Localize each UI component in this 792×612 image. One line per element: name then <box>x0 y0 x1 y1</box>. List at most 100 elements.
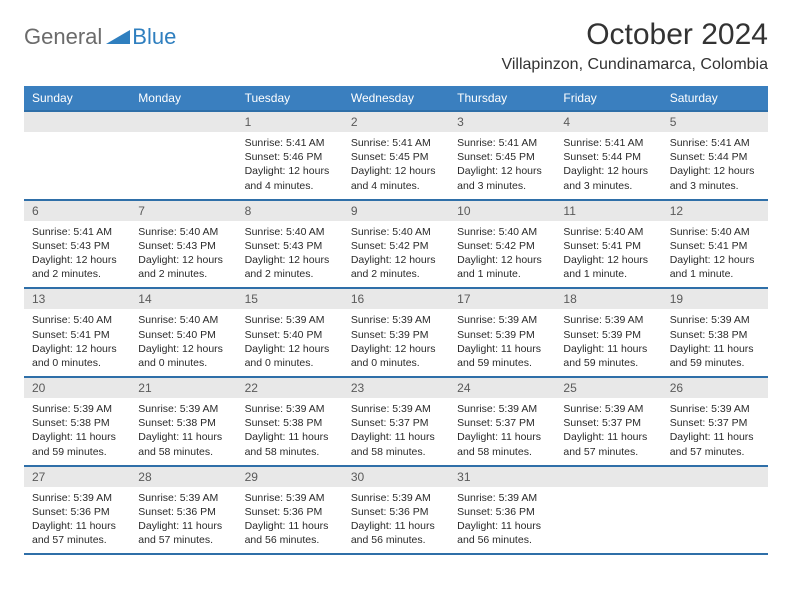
day-number: 31 <box>449 467 555 487</box>
sunrise-text: Sunrise: 5:39 AM <box>457 313 547 327</box>
day-cell: 28 Sunrise: 5:39 AMSunset: 5:36 PMDayligh… <box>130 467 236 554</box>
sunrise-text: Sunrise: 5:40 AM <box>563 225 653 239</box>
sunset-text: Sunset: 5:38 PM <box>670 328 760 342</box>
daylight-text: Daylight: 11 hours and 58 minutes. <box>457 430 547 458</box>
day-details: Sunrise: 5:40 AMSunset: 5:41 PMDaylight:… <box>555 221 661 288</box>
daylight-text: Daylight: 11 hours and 59 minutes. <box>563 342 653 370</box>
sunrise-text: Sunrise: 5:39 AM <box>138 491 228 505</box>
sunset-text: Sunset: 5:46 PM <box>245 150 335 164</box>
weekday-tuesday: Tuesday <box>237 86 343 110</box>
day-number: 21 <box>130 378 236 398</box>
sunset-text: Sunset: 5:39 PM <box>351 328 441 342</box>
empty-day-bar <box>130 112 236 132</box>
day-cell: 9Sunrise: 5:40 AMSunset: 5:42 PMDaylight… <box>343 201 449 288</box>
sunrise-text: Sunrise: 5:39 AM <box>457 402 547 416</box>
week-row: 6Sunrise: 5:41 AMSunset: 5:43 PMDaylight… <box>24 199 768 288</box>
sunset-text: Sunset: 5:41 PM <box>670 239 760 253</box>
daylight-text: Daylight: 12 hours and 0 minutes. <box>32 342 122 370</box>
sunset-text: Sunset: 5:40 PM <box>245 328 335 342</box>
calendar-body: 1Sunrise: 5:41 AMSunset: 5:46 PMDaylight… <box>24 110 768 555</box>
sunrise-text: Sunrise: 5:39 AM <box>32 402 122 416</box>
sunset-text: Sunset: 5:44 PM <box>670 150 760 164</box>
sunset-text: Sunset: 5:38 PM <box>245 416 335 430</box>
sunset-text: Sunset: 5:36 PM <box>245 505 335 519</box>
day-cell: 11Sunrise: 5:40 AMSunset: 5:41 PMDayligh… <box>555 201 661 288</box>
daylight-text: Daylight: 11 hours and 57 minutes. <box>670 430 760 458</box>
day-details: Sunrise: 5:40 AMSunset: 5:43 PMDaylight:… <box>237 221 343 288</box>
daylight-text: Daylight: 12 hours and 3 minutes. <box>563 164 653 192</box>
sunrise-text: Sunrise: 5:41 AM <box>457 136 547 150</box>
day-cell: 15Sunrise: 5:39 AMSunset: 5:40 PMDayligh… <box>237 289 343 376</box>
sunset-text: Sunset: 5:40 PM <box>138 328 228 342</box>
logo-text-general: General <box>24 24 102 50</box>
logo-text-blue: Blue <box>132 24 176 50</box>
sunset-text: Sunset: 5:38 PM <box>32 416 122 430</box>
empty-day-bar <box>662 467 768 487</box>
day-number: 11 <box>555 201 661 221</box>
day-number: 18 <box>555 289 661 309</box>
logo-triangle-icon <box>106 28 130 46</box>
daylight-text: Daylight: 12 hours and 2 minutes. <box>351 253 441 281</box>
day-cell: 4Sunrise: 5:41 AMSunset: 5:44 PMDaylight… <box>555 112 661 199</box>
sunrise-text: Sunrise: 5:39 AM <box>563 313 653 327</box>
day-cell: 14Sunrise: 5:40 AMSunset: 5:40 PMDayligh… <box>130 289 236 376</box>
day-cell: 31Sunrise: 5:39 AMSunset: 5:36 PMDayligh… <box>449 467 555 554</box>
day-number: 12 <box>662 201 768 221</box>
day-details: Sunrise: 5:40 AMSunset: 5:43 PMDaylight:… <box>130 221 236 288</box>
week-row: 27Sunrise: 5:39 AMSunset: 5:36 PMDayligh… <box>24 465 768 556</box>
sunset-text: Sunset: 5:37 PM <box>457 416 547 430</box>
sunrise-text: Sunrise: 5:39 AM <box>351 402 441 416</box>
day-number: 23 <box>343 378 449 398</box>
day-details: Sunrise: 5:40 AMSunset: 5:41 PMDaylight:… <box>662 221 768 288</box>
sunset-text: Sunset: 5:36 PM <box>138 505 228 519</box>
daylight-text: Daylight: 11 hours and 57 minutes. <box>138 519 228 547</box>
day-number: 3 <box>449 112 555 132</box>
daylight-text: Daylight: 11 hours and 58 minutes. <box>138 430 228 458</box>
sunset-text: Sunset: 5:41 PM <box>32 328 122 342</box>
day-cell: 17Sunrise: 5:39 AMSunset: 5:39 PMDayligh… <box>449 289 555 376</box>
month-title: October 2024 <box>501 18 768 52</box>
daylight-text: Daylight: 12 hours and 0 minutes. <box>138 342 228 370</box>
sunrise-text: Sunrise: 5:40 AM <box>351 225 441 239</box>
day-number: 19 <box>662 289 768 309</box>
day-details: Sunrise: 5:40 AMSunset: 5:41 PMDaylight:… <box>24 309 130 376</box>
sunrise-text: Sunrise: 5:41 AM <box>32 225 122 239</box>
daylight-text: Daylight: 11 hours and 57 minutes. <box>563 430 653 458</box>
day-details: Sunrise: 5:41 AMSunset: 5:44 PMDaylight:… <box>555 132 661 199</box>
day-number: 9 <box>343 201 449 221</box>
day-details: Sunrise: 5:39 AMSunset: 5:39 PMDaylight:… <box>343 309 449 376</box>
empty-day-cell <box>130 112 236 199</box>
daylight-text: Daylight: 11 hours and 58 minutes. <box>245 430 335 458</box>
day-number: 5 <box>662 112 768 132</box>
sunrise-text: Sunrise: 5:39 AM <box>245 491 335 505</box>
sunrise-text: Sunrise: 5:39 AM <box>351 491 441 505</box>
sunset-text: Sunset: 5:45 PM <box>351 150 441 164</box>
sunrise-text: Sunrise: 5:40 AM <box>138 225 228 239</box>
day-cell: 21Sunrise: 5:39 AMSunset: 5:38 PMDayligh… <box>130 378 236 465</box>
daylight-text: Daylight: 11 hours and 56 minutes. <box>245 519 335 547</box>
sunset-text: Sunset: 5:39 PM <box>457 328 547 342</box>
sunrise-text: Sunrise: 5:41 AM <box>670 136 760 150</box>
sunrise-text: Sunrise: 5:39 AM <box>138 402 228 416</box>
sunrise-text: Sunrise: 5:39 AM <box>457 491 547 505</box>
empty-day-cell <box>662 467 768 554</box>
day-details: Sunrise: 5:39 AMSunset: 5:39 PMDaylight:… <box>555 309 661 376</box>
sunset-text: Sunset: 5:42 PM <box>457 239 547 253</box>
sunrise-text: Sunrise: 5:39 AM <box>670 313 760 327</box>
daylight-text: Daylight: 12 hours and 1 minute. <box>670 253 760 281</box>
day-number: 7 <box>130 201 236 221</box>
weekday-saturday: Saturday <box>662 86 768 110</box>
day-cell: 20Sunrise: 5:39 AMSunset: 5:38 PMDayligh… <box>24 378 130 465</box>
empty-day-bar <box>555 467 661 487</box>
week-row: 1Sunrise: 5:41 AMSunset: 5:46 PMDaylight… <box>24 110 768 199</box>
day-number: 8 <box>237 201 343 221</box>
day-number: 28 <box>130 467 236 487</box>
day-number: 17 <box>449 289 555 309</box>
day-number: 26 <box>662 378 768 398</box>
day-details: Sunrise: 5:39 AMSunset: 5:38 PMDaylight:… <box>662 309 768 376</box>
header: General Blue October 2024 Villapinzon, C… <box>24 18 768 76</box>
daylight-text: Daylight: 12 hours and 3 minutes. <box>457 164 547 192</box>
day-number: 25 <box>555 378 661 398</box>
empty-day-cell <box>24 112 130 199</box>
sunrise-text: Sunrise: 5:39 AM <box>245 313 335 327</box>
